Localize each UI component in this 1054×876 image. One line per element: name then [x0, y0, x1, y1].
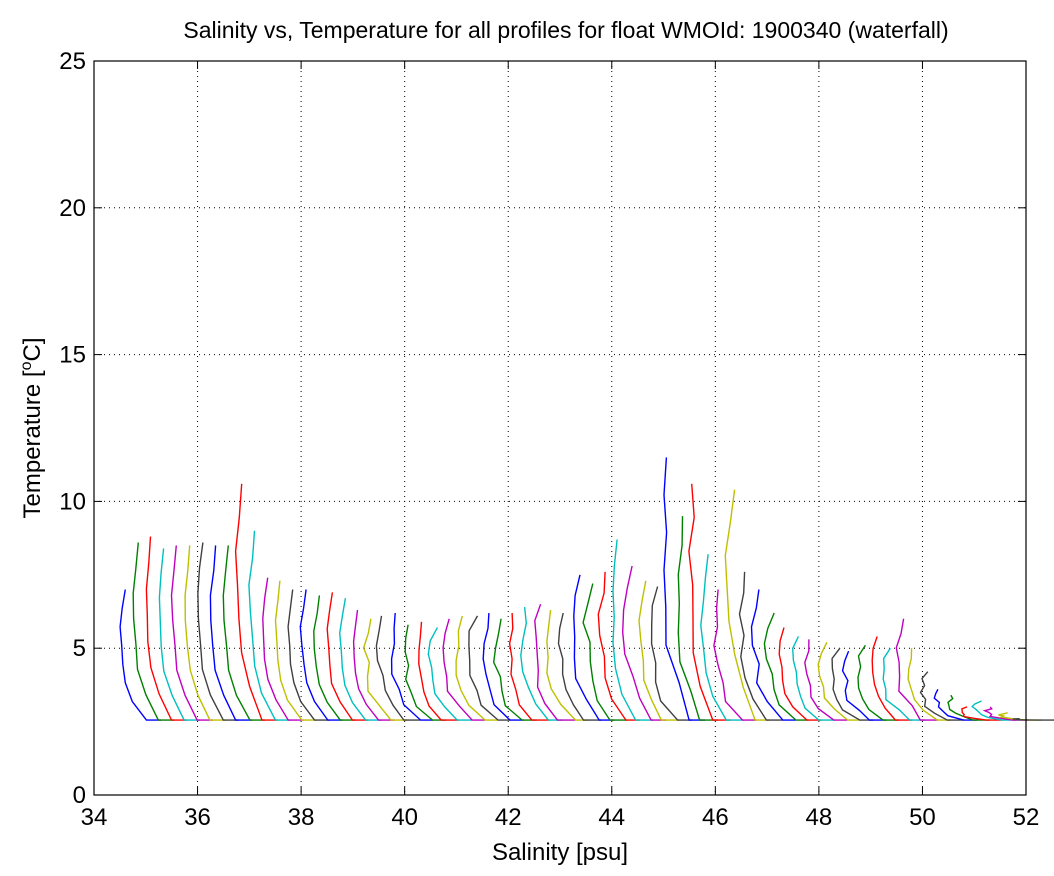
series-line-profile [468, 615, 511, 721]
series-line-profile [262, 577, 304, 721]
series-line-profile [817, 641, 861, 721]
x-tick-label: 42 [495, 804, 522, 831]
series-line-profile [804, 639, 848, 721]
series-line-profile [326, 592, 369, 721]
y-axis-label: Temperature [oC] [18, 338, 46, 519]
series-line-profile [573, 574, 615, 721]
series-line-profile [738, 571, 783, 721]
series-line-profile [492, 618, 537, 721]
series-line-profile [831, 647, 874, 721]
series-line-profile [248, 530, 291, 721]
series-line-profile [597, 571, 641, 721]
series-line-profile [750, 589, 796, 721]
series-line-profile [170, 545, 214, 721]
series-line-profile [982, 706, 1029, 721]
series-line-profile [418, 621, 459, 721]
series-line-profile [791, 636, 835, 721]
series-line-profile [404, 624, 447, 721]
series-line-profile [390, 612, 434, 721]
series-line-profile [871, 636, 913, 721]
series-line-profile [621, 565, 667, 721]
x-tick-label: 46 [702, 804, 729, 831]
series-line-profile [184, 545, 226, 721]
series-line-profile [557, 612, 602, 721]
x-tick-label: 40 [391, 804, 418, 831]
y-tick-label: 5 [73, 635, 86, 662]
series-line-profile [582, 583, 628, 721]
series-line-profile [841, 650, 887, 721]
series-line-profile [638, 580, 680, 721]
y-tick-label: 0 [73, 782, 86, 809]
series-line-profile [961, 706, 1003, 721]
series-line-profile [375, 615, 421, 721]
series-line-profile [313, 595, 356, 721]
series-line-profile [209, 545, 252, 721]
y-tick-label: 25 [59, 48, 86, 75]
series-line-profile [724, 489, 770, 721]
series-line-profile [362, 618, 408, 721]
series-line-profile [919, 671, 964, 721]
series-line-profile [197, 542, 239, 721]
series-line-profile [1012, 718, 1054, 721]
x-tick-label: 48 [806, 804, 833, 831]
y-axis-label-sup: o [18, 361, 35, 370]
x-tick-label: 36 [184, 804, 211, 831]
series-line-profile [508, 612, 550, 721]
series-line-profile [222, 545, 265, 721]
series-line-profile [663, 457, 705, 721]
x-tick-label: 38 [288, 804, 315, 831]
series-line-profile [857, 644, 900, 721]
series-line-profile [132, 542, 175, 721]
series-line-profile [677, 516, 718, 721]
series-line-profile [427, 627, 472, 721]
y-axis-label-unit: C] [19, 338, 46, 362]
series-line-profile [882, 647, 925, 721]
series-line-profile [933, 688, 977, 721]
series-line-profile [700, 554, 744, 721]
series-line-profile [455, 615, 498, 721]
y-tick-label: 15 [59, 342, 86, 369]
series-line-profile [119, 589, 162, 721]
series-line-profile [442, 618, 485, 721]
plot-frame [93, 60, 1027, 796]
y-axis-label-main: Temperature [ [19, 370, 46, 518]
x-tick-label: 44 [598, 804, 625, 831]
series-line-profile [763, 612, 809, 721]
series-line-profile [520, 607, 563, 721]
series-line-profile [482, 612, 524, 721]
series-line-profile [907, 648, 951, 721]
series-line-profile [158, 548, 201, 721]
series-line-profile [145, 536, 188, 721]
series-line-profile [338, 598, 382, 721]
series-line-profile [287, 589, 330, 721]
x-tick-label: 52 [1013, 804, 1040, 831]
series-line-profile [971, 700, 1016, 721]
y-tick-label: 20 [59, 195, 86, 222]
series-line-profile [778, 627, 822, 721]
series-line-profile [713, 589, 757, 721]
series-line-profile [534, 603, 576, 721]
series-line-profile [299, 589, 343, 721]
series-line-profile [688, 483, 731, 721]
x-tick-label: 34 [81, 804, 108, 831]
series-line-profile [895, 618, 938, 721]
x-axis-label: Salinity [psu] [492, 839, 628, 866]
series-line-profile [947, 694, 990, 721]
series-layer [119, 457, 1054, 721]
series-line-profile [234, 483, 278, 721]
series-line-profile [274, 580, 317, 721]
chart-title: Salinity vs, Temperature for all profile… [183, 17, 948, 43]
series-line-profile [612, 539, 654, 721]
series-line-profile [650, 586, 692, 721]
series-line-profile [352, 609, 395, 721]
y-tick-label: 10 [59, 488, 86, 515]
x-tick-label: 50 [909, 804, 936, 831]
series-line-profile [546, 609, 589, 721]
tick-layer: 34 36 38 40 42 44 46 48 50 52 0 5 10 15 20 25 [59, 48, 1039, 831]
